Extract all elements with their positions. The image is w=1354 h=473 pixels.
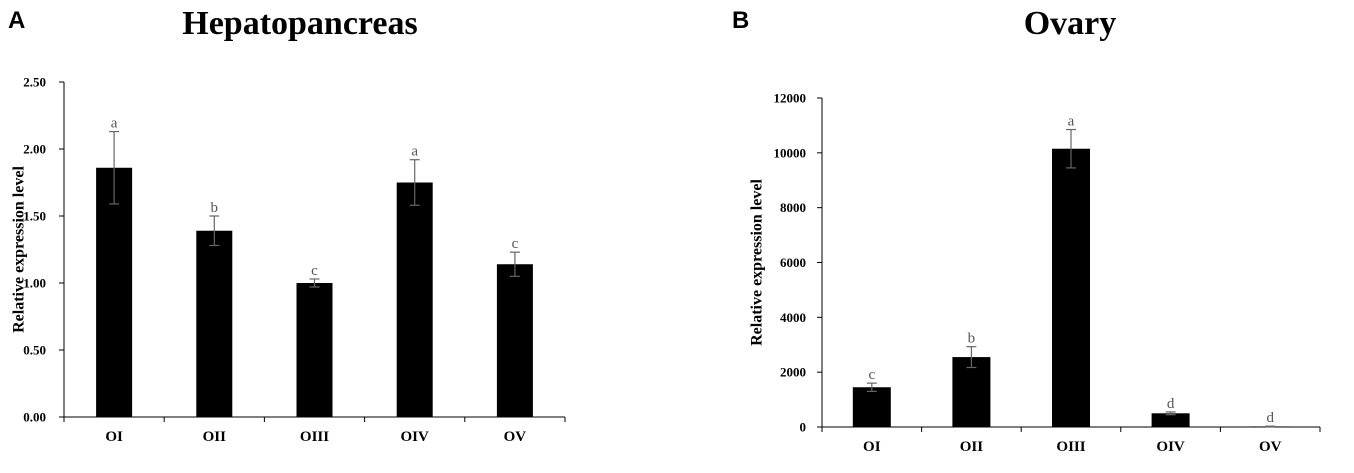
chart-title: Ovary bbox=[1024, 5, 1117, 42]
y-tick-label: 1.00 bbox=[23, 276, 46, 291]
bar-oii bbox=[196, 230, 233, 417]
category-label: OI bbox=[863, 439, 881, 455]
significance-label: c bbox=[868, 367, 875, 383]
bar-oiii bbox=[1052, 148, 1090, 428]
category-label: OIII bbox=[300, 429, 329, 445]
y-tick-label: 6000 bbox=[780, 255, 806, 270]
chart-hepatopancreas: A Hepatopancreas Relative expression level… bbox=[8, 5, 566, 445]
y-tick-label: 1.50 bbox=[23, 209, 46, 224]
significance-label: d bbox=[1266, 410, 1274, 426]
y-tick-label: 0.50 bbox=[23, 343, 46, 358]
significance-label: c bbox=[311, 263, 318, 279]
category-label: OIV bbox=[1156, 439, 1185, 455]
bar-oi bbox=[96, 167, 133, 417]
chart-ovary: B Ovary Relative expression level 0 2000 4000… bbox=[732, 5, 1321, 455]
y-tick-label: 8000 bbox=[780, 200, 806, 215]
bar-oiii bbox=[296, 283, 333, 417]
bar-oi bbox=[852, 387, 891, 427]
y-tick-label: 2.50 bbox=[23, 75, 46, 90]
y-tick-label: 12000 bbox=[774, 91, 807, 106]
panel-letter: B bbox=[732, 7, 749, 34]
bar-oii bbox=[952, 357, 991, 427]
significance-label: a bbox=[411, 144, 418, 160]
significance-label: b bbox=[211, 200, 219, 216]
category-label: OII bbox=[203, 429, 227, 445]
chart-title: Hepatopancreas bbox=[182, 5, 417, 42]
panel-letter: A bbox=[8, 7, 25, 34]
significance-label: a bbox=[111, 116, 118, 132]
y-tick-label: 4000 bbox=[780, 310, 806, 325]
y-axis-label: Relative expression level bbox=[11, 166, 28, 333]
significance-label: c bbox=[512, 236, 519, 252]
category-label: OV bbox=[504, 429, 527, 445]
category-label: OV bbox=[1259, 439, 1282, 455]
significance-label: d bbox=[1167, 396, 1175, 412]
y-tick-label: 0 bbox=[800, 420, 807, 435]
bar-oiv bbox=[396, 182, 433, 417]
category-label: OIII bbox=[1056, 439, 1085, 455]
category-label: OII bbox=[960, 439, 984, 455]
category-label: OI bbox=[105, 429, 123, 445]
category-label: OIV bbox=[401, 429, 430, 445]
y-tick-label: 2000 bbox=[780, 365, 806, 380]
y-tick-label: 10000 bbox=[774, 145, 807, 160]
y-axis-label: Relative expression level bbox=[749, 179, 766, 346]
bar-oiv bbox=[1151, 413, 1190, 427]
y-tick-label: 2.00 bbox=[23, 142, 46, 157]
y-tick-label: 0.00 bbox=[23, 410, 46, 425]
significance-label: a bbox=[1068, 114, 1075, 130]
significance-label: b bbox=[968, 331, 976, 347]
bar-ov bbox=[496, 264, 533, 417]
